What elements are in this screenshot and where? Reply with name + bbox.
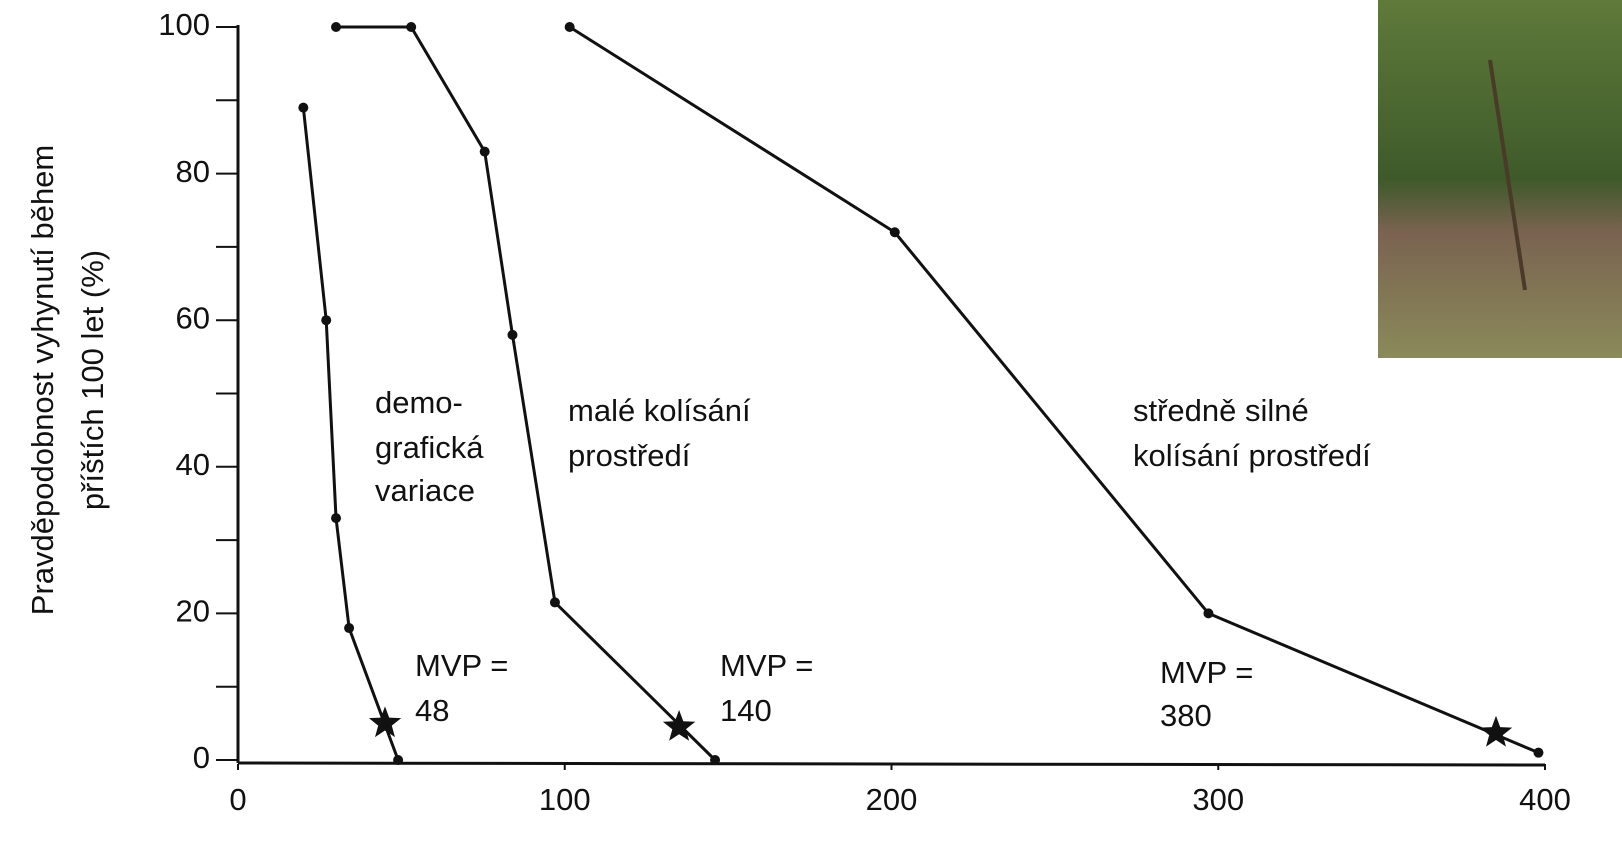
x-tick-label: 100 bbox=[539, 782, 591, 817]
y-tick-label: 60 bbox=[176, 300, 210, 335]
point bbox=[298, 103, 308, 113]
mvp-star bbox=[369, 706, 401, 737]
point bbox=[344, 623, 354, 633]
y-axis-label: Pravděpodobnost vyhynutí během bbox=[25, 145, 60, 615]
y-tick-label: 20 bbox=[176, 594, 210, 629]
point bbox=[406, 22, 416, 32]
y-tick-label: 80 bbox=[176, 154, 210, 189]
y-tick-label: 100 bbox=[158, 7, 210, 42]
x-tick-label: 0 bbox=[229, 782, 246, 817]
x-tick-label: 400 bbox=[1519, 782, 1571, 817]
annotation: 380 bbox=[1160, 698, 1212, 733]
point bbox=[1203, 608, 1213, 618]
annotation: demo- bbox=[375, 385, 463, 420]
y-tick-label: 40 bbox=[176, 447, 210, 482]
x-tick-label: 300 bbox=[1192, 782, 1244, 817]
point bbox=[331, 22, 341, 32]
point bbox=[480, 147, 490, 157]
annotation: 140 bbox=[720, 693, 772, 728]
photo bbox=[1378, 0, 1622, 358]
point bbox=[565, 22, 575, 32]
annotation: variace bbox=[375, 473, 475, 508]
point bbox=[321, 315, 331, 325]
point bbox=[331, 513, 341, 523]
point bbox=[550, 597, 560, 607]
point bbox=[507, 330, 517, 340]
point bbox=[393, 755, 403, 765]
y-axis-label: příštích 100 let (%) bbox=[75, 250, 110, 510]
point bbox=[710, 755, 720, 765]
point bbox=[1533, 748, 1543, 758]
annotation: prostředí bbox=[568, 438, 691, 473]
annotation: grafická bbox=[375, 430, 484, 465]
annotation: středně silné bbox=[1133, 393, 1309, 428]
annotation: MVP = bbox=[415, 648, 508, 683]
x-tick-label: 200 bbox=[866, 782, 918, 817]
annotation: 48 bbox=[415, 693, 449, 728]
chart: 0 20 40 60 80 100 0 100 200 300 400 Pravděpodobnost… bbox=[0, 0, 1622, 850]
mvp-star bbox=[1480, 716, 1512, 747]
annotation: malé kolísání bbox=[568, 393, 751, 428]
annotation: kolísání prostředí bbox=[1133, 438, 1371, 473]
annotation: MVP = bbox=[720, 648, 813, 683]
point bbox=[890, 227, 900, 237]
y-tick-label: 0 bbox=[193, 740, 210, 775]
annotation: MVP = bbox=[1160, 655, 1253, 690]
